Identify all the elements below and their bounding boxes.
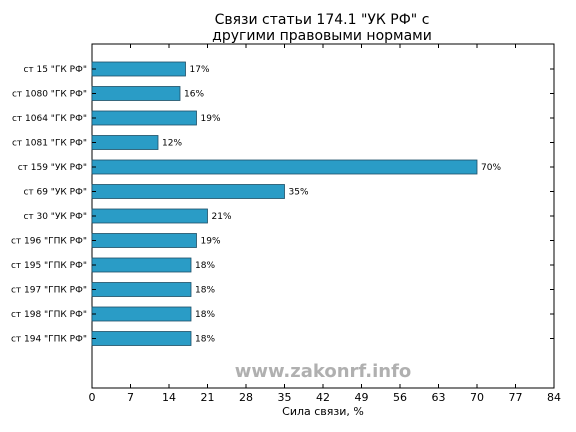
bars-group: 17% ст 15 "ГК РФ" 16% ст 1080 "ГК РФ" 19% ст … — [11, 61, 554, 346]
category-label: ст 1081 "ГК РФ" — [12, 139, 87, 149]
bar-value-label: 19% — [201, 114, 221, 124]
bar-value-label: 70% — [481, 163, 501, 173]
bar — [91, 61, 186, 77]
bar-value-label: 19% — [201, 237, 221, 247]
bar — [91, 86, 181, 101]
bar — [91, 184, 285, 199]
x-tick-label: 70 — [470, 391, 484, 404]
bar — [91, 282, 192, 297]
category-label: ст 1064 "ГК РФ" — [12, 114, 87, 124]
bar — [91, 110, 197, 126]
x-tick-label: 28 — [239, 391, 253, 404]
x-axis-ticks: 0 7 14 21 28 35 42 49 56 63 70 77 84 — [89, 44, 561, 404]
x-tick-label: 84 — [547, 391, 561, 404]
category-label: ст 194 "ГПК РФ" — [11, 335, 87, 345]
category-label: ст 1080 "ГК РФ" — [12, 90, 87, 100]
bar-value-label: 35% — [289, 188, 309, 198]
bar — [91, 159, 478, 175]
category-label: ст 198 "ГПК РФ" — [11, 310, 87, 320]
bar-value-label: 21% — [212, 212, 232, 222]
x-tick-label: 49 — [355, 391, 369, 404]
bar-value-label: 18% — [195, 310, 215, 320]
category-label: ст 30 "УК РФ" — [23, 212, 87, 222]
bar-value-label: 17% — [190, 65, 210, 75]
x-tick-label: 14 — [162, 391, 176, 404]
category-label: ст 159 "УК РФ" — [18, 163, 87, 173]
bar — [91, 135, 159, 150]
x-tick-label: 56 — [393, 391, 407, 404]
bar — [91, 331, 192, 346]
bar — [91, 306, 192, 322]
x-tick-label: 0 — [89, 391, 96, 404]
category-label: ст 196 "ГПК РФ" — [11, 237, 87, 247]
category-label: ст 15 "ГК РФ" — [23, 65, 87, 75]
watermark: www.zakonrf.info — [235, 361, 412, 382]
x-tick-label: 63 — [432, 391, 446, 404]
chart-title-line-2: другими правовыми нормами — [212, 28, 432, 44]
x-axis-label: Сила связи, % — [282, 405, 364, 418]
bar — [91, 208, 208, 224]
category-label: ст 197 "ГПК РФ" — [11, 286, 87, 296]
bar-value-label: 18% — [195, 335, 215, 345]
x-tick-label: 7 — [127, 391, 134, 404]
bar-value-label: 12% — [162, 139, 182, 149]
category-label: ст 69 "УК РФ" — [23, 188, 87, 198]
bar — [91, 233, 197, 248]
x-tick-label: 42 — [316, 391, 330, 404]
bar-value-label: 18% — [195, 261, 215, 271]
x-tick-label: 21 — [201, 391, 215, 404]
chart-title-line-1: Связи статьи 174.1 "УК РФ" с — [215, 12, 430, 28]
x-tick-label: 77 — [509, 391, 523, 404]
category-label: ст 195 "ГПК РФ" — [11, 261, 87, 271]
bar — [91, 257, 192, 273]
x-tick-label: 35 — [278, 391, 292, 404]
bar-value-label: 18% — [195, 286, 215, 296]
bar-value-label: 16% — [184, 90, 204, 100]
